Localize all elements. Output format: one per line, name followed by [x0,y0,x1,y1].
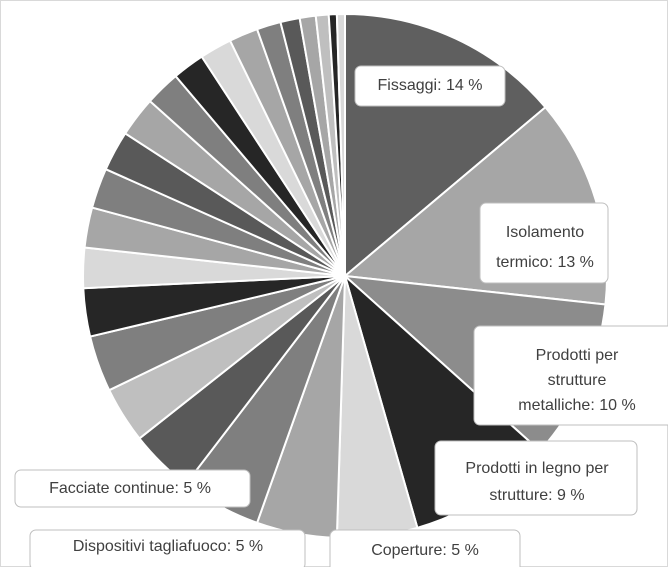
label-box [479,202,609,284]
label-box [354,65,506,107]
data-labels: Fissaggi: 14 % Isolamento termico: 13 % Pro… [14,65,668,567]
data-label: Coperture: 5 % [371,542,479,559]
label-box [473,325,668,426]
label-box [434,440,638,516]
pie-slice [335,12,346,277]
label-box [329,529,521,567]
data-label: Fissaggi: 14 % [378,77,483,94]
label-box [29,529,306,567]
data-label: Dispositivi tagliafuoco: 5 % [73,538,263,555]
data-label: Prodotti per strutture metalliche: 10 % [518,347,635,414]
data-label: Prodotti in legno per strutture: 9 % [465,460,609,504]
label-box [14,469,251,508]
data-label: Facciate continue: 5 % [49,480,211,497]
data-label: Isolamento termico: 13 % [496,224,594,271]
